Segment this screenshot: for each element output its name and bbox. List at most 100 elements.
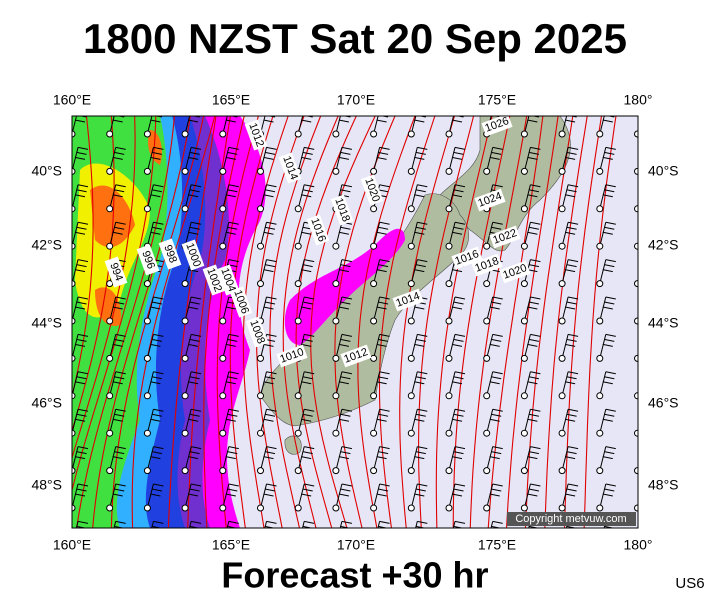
barb-staff: [335, 147, 343, 172]
barb-feather: [77, 296, 89, 300]
barb-feather: [341, 371, 352, 375]
barb-feather: [453, 413, 464, 417]
barb-station: [558, 205, 566, 213]
barb-staff: [222, 116, 228, 135]
barb-staff: [486, 222, 494, 247]
barb-feather: [414, 194, 425, 198]
barb-station: [407, 317, 415, 325]
barb-feather: [453, 451, 464, 455]
isobar: [357, 116, 416, 528]
barb-station: [219, 130, 227, 138]
barb-feather: [602, 231, 613, 235]
barb-station: [445, 167, 453, 175]
barb-station: [520, 392, 528, 400]
barb-staff: [72, 483, 79, 509]
barb-staff: [297, 296, 305, 322]
barb-feather: [264, 413, 276, 417]
barb-feather: [605, 483, 616, 487]
barb-feather: [602, 156, 613, 160]
barb-feather: [527, 456, 538, 460]
isobar: [487, 116, 544, 528]
barb-station: [181, 280, 189, 288]
barb-feather: [301, 231, 312, 235]
barb-feather: [112, 493, 123, 497]
isobar-label-bg: [489, 225, 521, 249]
barb-station: [144, 542, 150, 548]
barb-feather: [341, 333, 352, 337]
barb-feather: [414, 231, 425, 235]
barb-staff: [184, 409, 192, 434]
isobar-label-bg: [278, 152, 302, 184]
barb-feather: [150, 231, 161, 235]
barb-feather: [604, 301, 615, 305]
barb-feather: [339, 531, 349, 533]
barb-station: [596, 429, 604, 437]
barb-feather: [415, 525, 426, 528]
barb-feather: [566, 301, 577, 305]
barb-staff: [561, 259, 569, 284]
barb-feather: [342, 110, 352, 112]
barb-feather: [228, 520, 239, 524]
barb-staff: [599, 296, 607, 322]
barb-feather: [605, 446, 616, 450]
barb-feather: [266, 371, 277, 375]
barb-feather: [188, 156, 199, 160]
barb-feather: [151, 189, 162, 193]
barb-feather: [566, 451, 577, 455]
barb-feather: [302, 264, 313, 268]
isobar-label: 1018: [330, 194, 354, 226]
barb-feather: [302, 451, 313, 455]
barb-feather: [379, 259, 390, 263]
barb-feather: [341, 446, 352, 450]
isobar-label: 1020: [499, 260, 531, 284]
barb-feather: [454, 333, 466, 337]
barb-feather: [415, 151, 426, 155]
axis-labels: 160°E 165°E 170°E 175°E 180° 160°E 165°E 170°E 1…: [31, 92, 678, 553]
barb-feather: [606, 116, 615, 118]
barb-feather: [340, 525, 351, 528]
barb-staff: [260, 371, 267, 396]
barb-feather: [263, 456, 274, 460]
barb-feather: [189, 376, 200, 380]
barb-feather: [189, 301, 200, 305]
barb-feather: [263, 493, 274, 497]
barb-staff: [377, 521, 381, 528]
barb-feather: [455, 110, 465, 112]
barb-station: [257, 205, 264, 213]
barb-feather: [641, 382, 651, 384]
barb-station: [143, 504, 151, 512]
barb-feather: [77, 371, 89, 375]
barb-feather: [301, 493, 312, 497]
barb-feather: [264, 531, 274, 533]
barb-staff: [599, 483, 607, 509]
barb-feather: [338, 381, 349, 385]
barb-feather: [417, 483, 428, 487]
barb-staff: [222, 222, 230, 247]
barb-feather: [191, 110, 201, 112]
barb-feather: [340, 226, 351, 230]
barb-feather: [527, 493, 538, 497]
barb-staff: [184, 483, 192, 509]
barb-feather: [568, 483, 579, 487]
barb-staff: [260, 483, 267, 509]
barb-feather: [489, 381, 500, 385]
barb-station: [106, 242, 114, 250]
barb-feather: [492, 446, 503, 450]
barb-feather: [225, 493, 236, 497]
barb-feather: [641, 232, 651, 234]
barb-feather: [189, 525, 200, 528]
barb-feather: [491, 301, 502, 305]
barb-feather: [415, 189, 426, 193]
barb-staff: [452, 521, 456, 528]
barb-feather: [568, 371, 579, 375]
barb-feather: [644, 334, 654, 336]
barb-feather: [454, 446, 466, 450]
barb-station: [446, 542, 452, 548]
isobar-label-bg: [276, 344, 308, 368]
barb-station: [332, 130, 340, 138]
barb-feather: [340, 376, 351, 380]
barb-feather: [264, 226, 276, 230]
barb-feather: [114, 525, 125, 528]
barb-station: [143, 392, 151, 400]
barb-feather: [566, 226, 577, 230]
